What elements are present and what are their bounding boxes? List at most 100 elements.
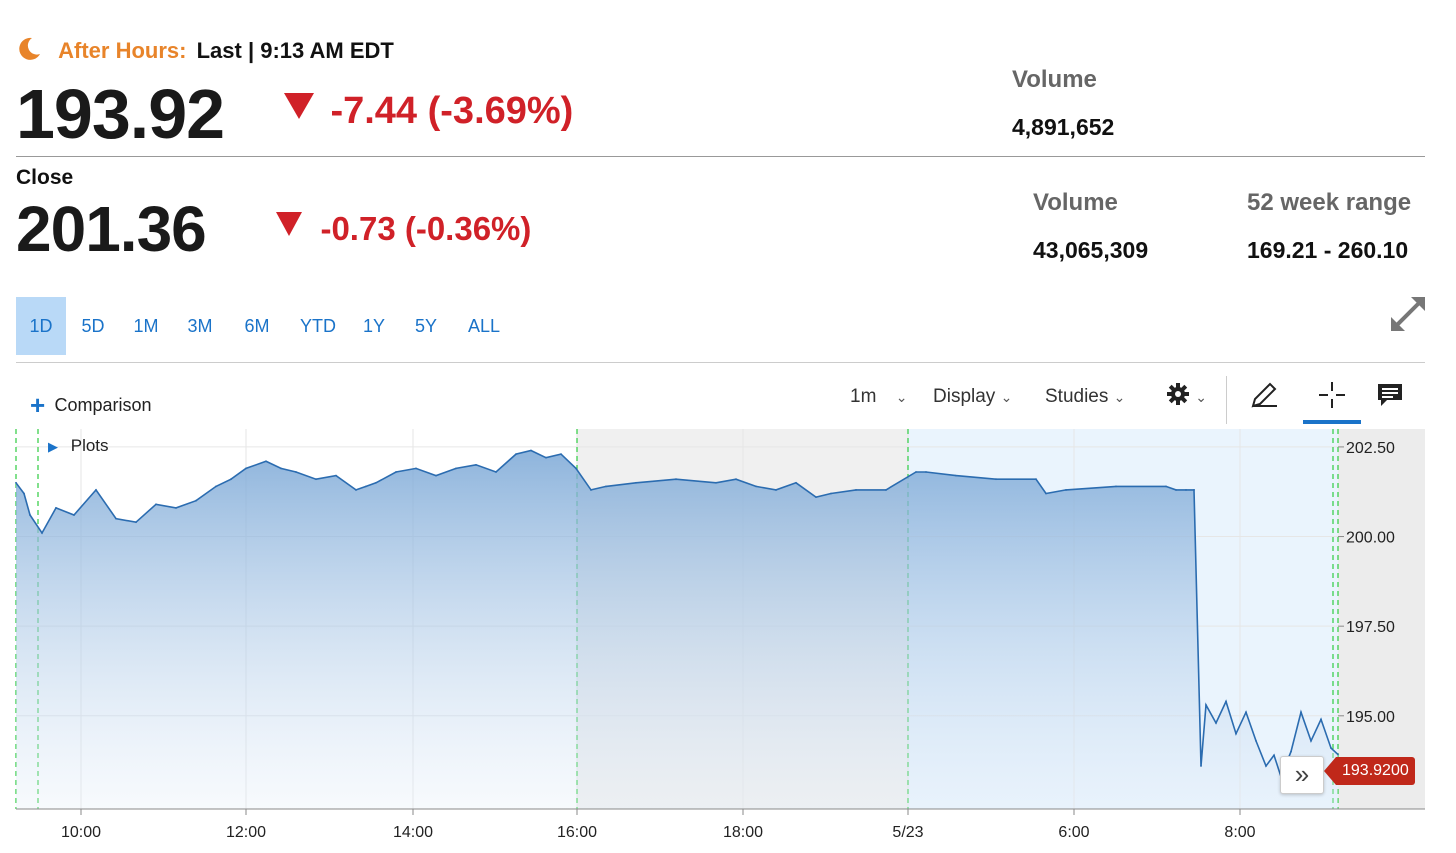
triangle-right-icon: ▶: [48, 439, 58, 454]
display-dropdown[interactable]: Display ⌄: [933, 386, 1012, 408]
price-point: [475, 463, 477, 466]
close-change: -0.73 (-0.36%): [320, 210, 532, 247]
price-point: [885, 489, 887, 491]
display-label: Display: [933, 386, 996, 407]
price-point: [575, 467, 577, 470]
price-point: [1310, 739, 1312, 742]
close-volume-label: Volume: [1033, 189, 1118, 216]
range-tab-3m[interactable]: 3M: [187, 316, 213, 336]
price-point: [1193, 489, 1195, 491]
price-point: [195, 499, 197, 502]
price-point: [1175, 489, 1177, 491]
price-point: [605, 485, 607, 488]
comparison-button[interactable]: + Comparison: [30, 390, 152, 421]
price-point: [1225, 700, 1227, 703]
after-hours-volume-label: Volume: [1012, 66, 1097, 93]
range-tab-ytd[interactable]: YTD: [300, 316, 336, 336]
studies-label: Studies: [1045, 386, 1109, 407]
price-point: [1320, 718, 1322, 721]
price-point: [245, 467, 247, 470]
x-tick-label: 12:00: [226, 824, 266, 841]
down-arrow-icon: [284, 93, 314, 119]
after-hours-label: After Hours:: [58, 38, 187, 63]
price-point: [925, 471, 927, 473]
price-point: [315, 478, 317, 481]
crosshair-tool[interactable]: [1303, 376, 1361, 424]
moon-icon: [19, 37, 40, 60]
chevron-down-icon: ⌄: [1195, 389, 1208, 405]
close-change-row: -0.73 (-0.36%): [274, 210, 531, 248]
price-point: [1255, 739, 1257, 742]
price-point: [155, 503, 157, 506]
price-point: [1273, 754, 1275, 757]
price-point: [1115, 485, 1117, 488]
scroll-to-latest-button[interactable]: »: [1280, 756, 1324, 794]
price-point: [1200, 765, 1202, 767]
price-point: [1330, 747, 1332, 749]
price-point: [415, 467, 417, 470]
price-point: [715, 481, 717, 484]
price-point: [175, 506, 177, 509]
price-point: [1205, 704, 1207, 706]
price-point: [1035, 478, 1037, 481]
price-point: [515, 453, 517, 455]
price-point: [1045, 492, 1047, 495]
range-tab-1m[interactable]: 1M: [133, 316, 159, 336]
comment-icon[interactable]: [1375, 380, 1405, 410]
price-area-fill: [16, 450, 1338, 809]
price-point: [1265, 765, 1267, 767]
price-point: [915, 471, 917, 473]
price-point: [95, 489, 97, 491]
plots-toggle[interactable]: ▶ Plots: [48, 436, 109, 456]
price-point: [830, 492, 832, 495]
range-tab-1d[interactable]: 1D: [16, 297, 66, 355]
y-tick-label: 195.00: [1346, 709, 1395, 726]
price-point: [1165, 485, 1167, 488]
price-point: [1290, 750, 1292, 753]
price-chart[interactable]: 10:00 12:00 14:00 16:00 18:00 5/23 6:00 8:00 202…: [0, 423, 1456, 853]
y-tick-label: 200.00: [1346, 530, 1395, 547]
price-point: [455, 467, 457, 470]
price-point: [23, 492, 25, 495]
range-tab-5d[interactable]: 5D: [81, 316, 105, 336]
price-point: [265, 460, 267, 463]
price-point: [375, 481, 377, 484]
range-tab-1y[interactable]: 1Y: [362, 316, 386, 336]
y-tick-label: 197.50: [1346, 619, 1395, 636]
crosshair-icon: [1319, 382, 1345, 408]
close-price: 201.36: [16, 193, 207, 265]
range-tab-5y[interactable]: 5Y: [414, 316, 438, 336]
price-point: [1300, 711, 1302, 714]
close-label: Close: [16, 166, 74, 189]
x-tick-label: 8:00: [1224, 824, 1255, 841]
down-arrow-icon: [276, 212, 302, 236]
week-range-value: 169.21 - 260.10: [1247, 237, 1409, 263]
week-range-label: 52 week range: [1247, 189, 1412, 216]
toolbar-separator: [1226, 376, 1227, 424]
price-point: [280, 467, 282, 470]
pencil-icon[interactable]: [1249, 380, 1279, 410]
range-tab-all[interactable]: ALL: [467, 316, 501, 336]
settings-dropdown[interactable]: ⌄: [1166, 382, 1207, 408]
after-hours-volume: 4,891,652: [1012, 114, 1115, 140]
gear-icon: [1167, 383, 1189, 405]
x-tick-label: 10:00: [61, 824, 101, 841]
price-point: [855, 489, 857, 491]
close-volume: 43,065,309: [1033, 237, 1149, 263]
price-point: [230, 478, 232, 481]
x-tick-label: 16:00: [557, 824, 597, 841]
price-point: [1215, 722, 1217, 724]
expand-icon[interactable]: [1389, 295, 1427, 333]
after-hours-price: 193.92: [16, 75, 225, 153]
studies-dropdown[interactable]: Studies ⌄: [1045, 386, 1125, 408]
price-point: [73, 514, 75, 516]
price-point: [395, 471, 397, 473]
plus-icon: +: [30, 390, 46, 420]
price-point: [295, 471, 297, 473]
interval-dropdown[interactable]: 1m ⌄: [850, 386, 907, 408]
crosshair-active-indicator: [1303, 420, 1361, 424]
range-tab-6m[interactable]: 6M: [244, 316, 270, 336]
price-point: [675, 478, 677, 481]
price-point: [530, 449, 532, 452]
price-axis-region: [1338, 429, 1425, 809]
